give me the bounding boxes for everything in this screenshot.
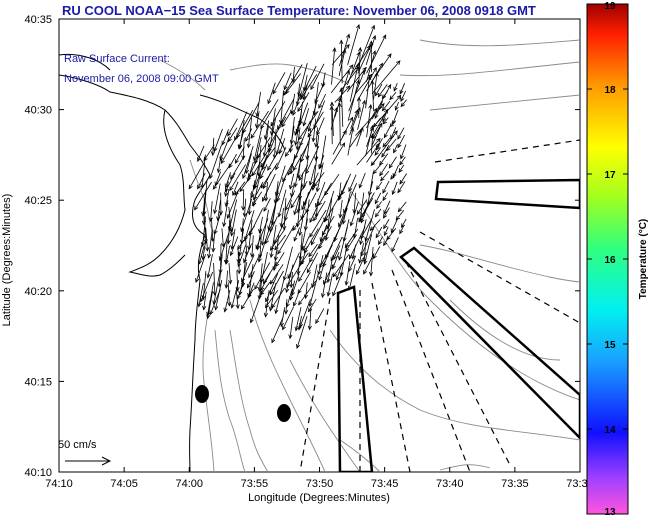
scale-arrow bbox=[65, 456, 112, 466]
x-tick-label: 73:35 bbox=[501, 478, 529, 490]
x-tick-label: 74:00 bbox=[175, 478, 203, 490]
x-axis-label: Longitude (Degrees:Minutes) bbox=[248, 492, 390, 504]
y-axis-label: Latitude (Degrees:Minutes) bbox=[1, 194, 13, 327]
colorbar-tick-label: 19 bbox=[604, 1, 616, 12]
y-tick-label: 40:35 bbox=[24, 14, 52, 26]
scale-label: 50 cm/s bbox=[58, 439, 97, 451]
y-tick-label: 40:30 bbox=[24, 105, 52, 117]
x-tick-label: 73:55 bbox=[241, 478, 269, 490]
annotation-line2: November 06, 2008 09:00 GMT bbox=[64, 73, 219, 85]
x-tick-label: 73:45 bbox=[371, 478, 399, 490]
colorbar-label: Temperature (°C) bbox=[638, 219, 649, 300]
annotation-line1: Raw Surface Current: bbox=[64, 53, 170, 65]
x-axis-ticks: 74:10 74:05 74:00 73:55 73:50 73:45 73:40 73:35… bbox=[45, 19, 594, 490]
buoy-marker bbox=[195, 385, 209, 403]
y-tick-label: 40:20 bbox=[24, 286, 52, 298]
y-tick-label: 40:15 bbox=[24, 376, 52, 388]
x-tick-label: 73:40 bbox=[436, 478, 464, 490]
colorbar bbox=[586, 3, 629, 515]
x-tick-label: 74:05 bbox=[110, 478, 138, 490]
colorbar-tick-label: 17 bbox=[604, 170, 616, 181]
colorbar-tick-label: 15 bbox=[604, 340, 616, 351]
bathymetry-contours bbox=[214, 39, 580, 472]
y-tick-label: 40:10 bbox=[24, 467, 52, 479]
current-vectors bbox=[188, 24, 408, 349]
y-axis-ticks: 40:35 40:30 40:25 40:20 40:15 40:10 bbox=[24, 14, 580, 479]
colorbar-tick-label: 16 bbox=[604, 255, 616, 266]
map-title: RU COOL NOAA−15 Sea Surface Temperature:… bbox=[62, 3, 536, 18]
y-tick-label: 40:25 bbox=[24, 195, 52, 207]
colorbar-tick-label: 18 bbox=[604, 85, 616, 96]
colorbar-tick-label: 14 bbox=[604, 425, 616, 436]
x-tick-label: 73:50 bbox=[306, 478, 334, 490]
buoy-marker bbox=[277, 404, 291, 422]
colorbar-ticks: 19 18 17 16 15 14 13 bbox=[587, 1, 628, 518]
colorbar-tick-label: 13 bbox=[604, 507, 616, 518]
radar-beam-lines bbox=[299, 139, 580, 472]
coastline bbox=[59, 53, 286, 472]
x-tick-label: 74:10 bbox=[45, 478, 73, 490]
